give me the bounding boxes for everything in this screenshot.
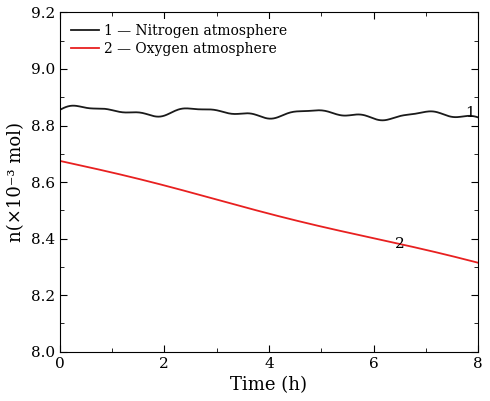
Legend: 1 — Nitrogen atmosphere, 2 — Oxygen atmosphere: 1 — Nitrogen atmosphere, 2 — Oxygen atmo… xyxy=(67,19,292,60)
X-axis label: Time (h): Time (h) xyxy=(230,376,307,394)
2 — Oxygen atmosphere xyxy=(320,225,326,229)
Text: 1: 1 xyxy=(465,106,475,120)
Line: 1 — Nitrogen atmosphere: 1 — Nitrogen atmosphere xyxy=(60,106,478,120)
2 — Oxygen atmosphere xyxy=(222,200,228,205)
Line: 2 — Oxygen atmosphere: 2 — Oxygen atmosphere xyxy=(60,161,478,263)
1 — Nitrogen atmosphere xyxy=(360,113,366,117)
1 — Nitrogen atmosphere xyxy=(108,107,114,112)
2 — Oxygen atmosphere xyxy=(475,260,481,265)
1 — Nitrogen atmosphere xyxy=(475,115,481,120)
2 — Oxygen atmosphere xyxy=(359,233,365,238)
1 — Nitrogen atmosphere xyxy=(70,103,76,108)
1 — Nitrogen atmosphere xyxy=(223,110,229,115)
2 — Oxygen atmosphere xyxy=(361,234,367,239)
2 — Oxygen atmosphere xyxy=(107,170,113,174)
2 — Oxygen atmosphere xyxy=(57,158,63,163)
Y-axis label: n(×10⁻³ mol): n(×10⁻³ mol) xyxy=(7,122,25,242)
1 — Nitrogen atmosphere xyxy=(321,108,327,113)
1 — Nitrogen atmosphere xyxy=(362,113,368,118)
1 — Nitrogen atmosphere xyxy=(194,107,200,111)
2 — Oxygen atmosphere xyxy=(193,192,199,196)
1 — Nitrogen atmosphere xyxy=(57,107,63,112)
Text: 2: 2 xyxy=(394,237,404,251)
1 — Nitrogen atmosphere xyxy=(380,118,386,123)
